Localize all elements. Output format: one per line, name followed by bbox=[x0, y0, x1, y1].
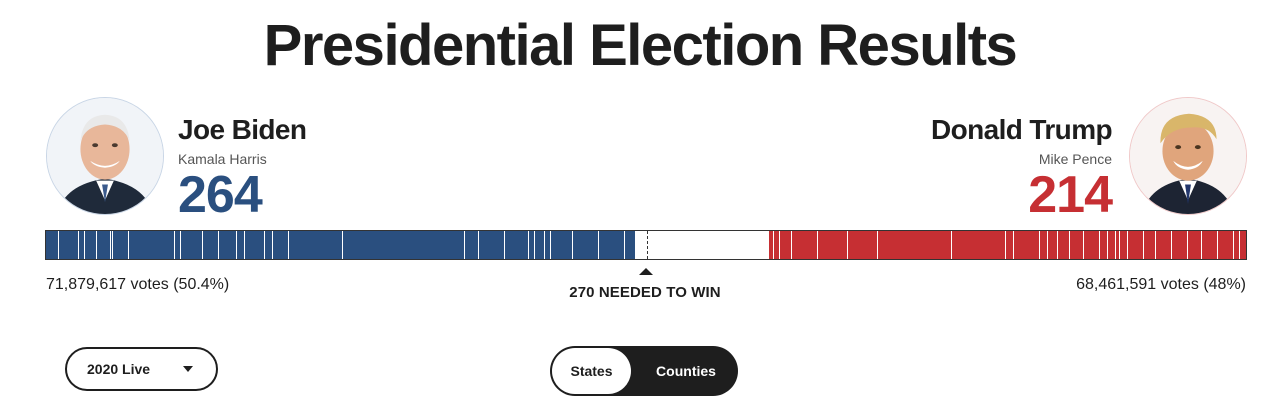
state-divider bbox=[110, 231, 111, 259]
left-popular-votes: 71,879,617 votes (50.4%) bbox=[46, 276, 230, 293]
state-divider bbox=[288, 231, 289, 259]
right-electoral-votes: 214 bbox=[1028, 166, 1113, 224]
state-divider bbox=[174, 231, 175, 259]
state-divider bbox=[1187, 231, 1188, 259]
state-divider bbox=[1127, 231, 1128, 259]
state-divider bbox=[817, 231, 818, 259]
state-divider bbox=[84, 231, 85, 259]
state-divider bbox=[544, 231, 545, 259]
state-divider bbox=[624, 231, 625, 259]
state-divider bbox=[1217, 231, 1218, 259]
state-divider bbox=[534, 231, 535, 259]
win-threshold-line bbox=[647, 231, 648, 259]
state-divider bbox=[1143, 231, 1144, 259]
chevron-down-icon bbox=[183, 366, 193, 372]
state-divider bbox=[1155, 231, 1156, 259]
left-running-mate: Kamala Harris bbox=[178, 151, 267, 167]
win-threshold-marker-icon bbox=[639, 268, 653, 275]
left-candidate-name: Joe Biden bbox=[178, 114, 307, 145]
state-divider bbox=[478, 231, 479, 259]
state-divider bbox=[218, 231, 219, 259]
state-divider bbox=[128, 231, 129, 259]
state-divider bbox=[236, 231, 237, 259]
state-divider bbox=[1069, 231, 1070, 259]
state-divider bbox=[847, 231, 848, 259]
state-divider bbox=[244, 231, 245, 259]
right-candidate-name: Donald Trump bbox=[930, 114, 1113, 145]
state-divider bbox=[1115, 231, 1116, 259]
year-select-dropdown[interactable]: 2020 Live bbox=[65, 347, 218, 391]
state-divider bbox=[264, 231, 265, 259]
state-divider bbox=[877, 231, 878, 259]
democrat-states-segment[interactable] bbox=[46, 231, 635, 259]
state-divider bbox=[78, 231, 79, 259]
toggle-states-option[interactable]: States bbox=[552, 348, 631, 394]
state-divider bbox=[528, 231, 529, 259]
state-divider bbox=[1233, 231, 1234, 259]
state-divider bbox=[1047, 231, 1048, 259]
state-divider bbox=[464, 231, 465, 259]
state-divider bbox=[1107, 231, 1108, 259]
map-view-toggle[interactable]: States Counties bbox=[550, 346, 738, 396]
state-divider bbox=[951, 231, 952, 259]
right-running-mate: Mike Pence bbox=[1038, 151, 1112, 167]
left-electoral-votes: 264 bbox=[178, 166, 263, 224]
state-divider bbox=[1083, 231, 1084, 259]
state-divider bbox=[272, 231, 273, 259]
state-divider bbox=[1119, 231, 1120, 259]
state-divider bbox=[572, 231, 573, 259]
state-divider bbox=[1201, 231, 1202, 259]
state-divider bbox=[112, 231, 113, 259]
right-popular-votes: 68,461,591 votes (48%) bbox=[1076, 276, 1246, 293]
state-divider bbox=[773, 231, 774, 259]
republican-states-segment[interactable] bbox=[769, 231, 1246, 259]
state-divider bbox=[1239, 231, 1240, 259]
state-divider bbox=[1039, 231, 1040, 259]
state-divider bbox=[1057, 231, 1058, 259]
biden-portrait-icon bbox=[47, 98, 163, 214]
state-divider bbox=[504, 231, 505, 259]
state-divider bbox=[58, 231, 59, 259]
year-select-value: 2020 Live bbox=[87, 361, 151, 377]
needed-to-win-label: 270 NEEDED TO WIN bbox=[569, 284, 721, 301]
state-divider bbox=[180, 231, 181, 259]
state-divider bbox=[202, 231, 203, 259]
state-divider bbox=[1171, 231, 1172, 259]
state-divider bbox=[1013, 231, 1014, 259]
state-divider bbox=[1005, 231, 1006, 259]
state-divider bbox=[550, 231, 551, 259]
biden-avatar bbox=[46, 97, 164, 215]
state-divider bbox=[791, 231, 792, 259]
toggle-counties-option[interactable]: Counties bbox=[656, 363, 716, 379]
state-divider bbox=[342, 231, 343, 259]
trump-avatar bbox=[1129, 97, 1247, 215]
electoral-vote-bar bbox=[45, 230, 1247, 260]
state-divider bbox=[779, 231, 780, 259]
state-divider bbox=[1099, 231, 1100, 259]
page-title: Presidential Election Results bbox=[263, 13, 1018, 78]
trump-portrait-icon bbox=[1130, 98, 1246, 214]
state-divider bbox=[598, 231, 599, 259]
state-divider bbox=[96, 231, 97, 259]
